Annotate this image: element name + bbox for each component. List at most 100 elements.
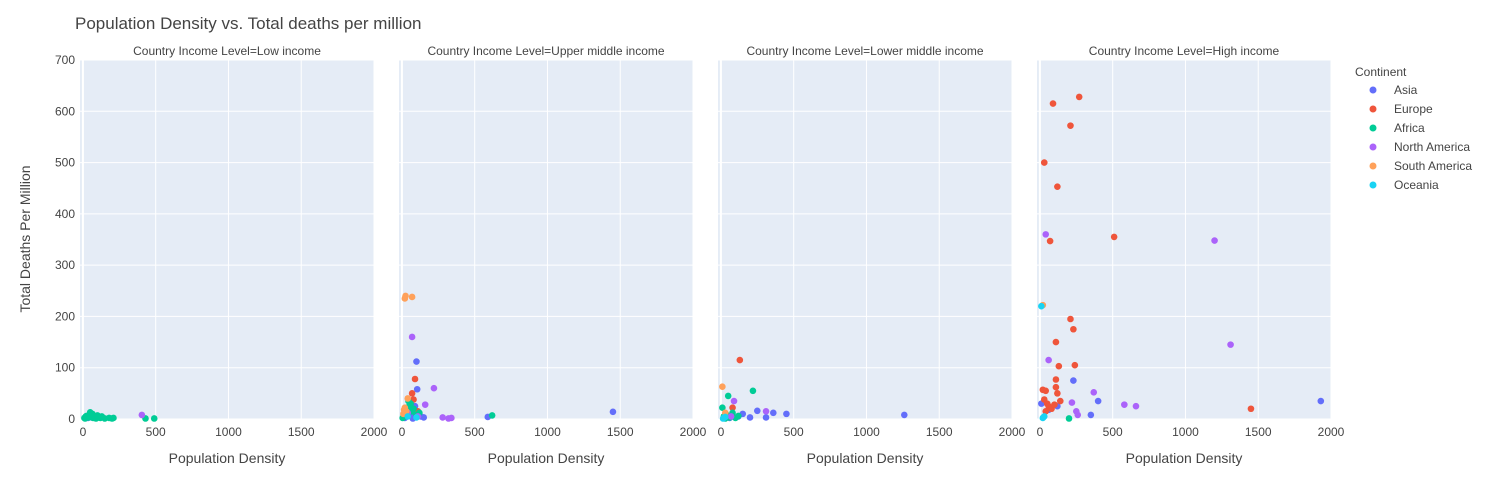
data-point[interactable]	[1247, 405, 1255, 413]
data-point[interactable]	[1052, 338, 1060, 346]
data-point[interactable]	[1054, 183, 1061, 190]
data-point[interactable]	[900, 411, 908, 419]
data-point[interactable]	[150, 415, 158, 422]
legend-item-oceania[interactable]: Oceania	[1369, 178, 1440, 192]
data-point[interactable]	[736, 356, 744, 364]
data-point[interactable]	[770, 409, 777, 417]
data-point[interactable]	[138, 411, 146, 419]
data-point[interactable]	[420, 414, 428, 421]
data-point[interactable]	[1121, 401, 1128, 408]
legend-label: South America	[1394, 159, 1472, 173]
data-point[interactable]	[1065, 415, 1073, 422]
data-point[interactable]	[448, 414, 455, 422]
data-point[interactable]	[421, 401, 429, 408]
data-point[interactable]	[1068, 399, 1076, 406]
plot-background	[718, 60, 1012, 419]
y-tick-label: 200	[55, 309, 75, 323]
x-tick-label: 2000	[680, 425, 707, 439]
x-tick-label: 0	[80, 425, 87, 439]
data-point[interactable]	[749, 387, 757, 395]
x-tick-label: 1500	[288, 425, 315, 439]
data-point[interactable]	[1227, 341, 1234, 348]
data-point[interactable]	[1067, 315, 1074, 323]
data-point[interactable]	[1038, 302, 1045, 310]
data-point[interactable]	[753, 407, 761, 415]
data-point[interactable]	[413, 385, 421, 393]
x-tick-label: 1000	[853, 425, 880, 439]
legend-item-north-america[interactable]: North America	[1369, 140, 1471, 154]
data-point[interactable]	[1317, 397, 1325, 405]
data-point[interactable]	[719, 404, 726, 412]
data-point[interactable]	[1075, 93, 1083, 101]
data-point[interactable]	[1132, 402, 1140, 410]
data-point[interactable]	[404, 413, 412, 420]
legend-item-africa[interactable]: Africa	[1369, 121, 1426, 135]
data-point[interactable]	[430, 384, 438, 392]
data-point[interactable]	[402, 292, 409, 300]
data-point[interactable]	[1052, 376, 1060, 383]
data-point[interactable]	[1074, 411, 1082, 419]
data-point[interactable]	[762, 414, 770, 421]
data-point[interactable]	[730, 397, 738, 405]
data-point[interactable]	[1211, 237, 1218, 244]
legend-item-europe[interactable]: Europe	[1369, 102, 1434, 116]
data-point[interactable]	[93, 413, 101, 420]
data-point[interactable]	[1039, 414, 1047, 422]
data-point[interactable]	[1045, 356, 1052, 364]
data-point[interactable]	[1042, 387, 1050, 395]
data-point[interactable]	[1071, 361, 1079, 369]
data-point[interactable]	[719, 383, 726, 390]
data-point[interactable]	[408, 333, 416, 341]
data-point[interactable]	[1067, 122, 1074, 129]
data-point[interactable]	[404, 395, 412, 402]
data-point[interactable]	[408, 390, 416, 397]
data-point[interactable]	[410, 405, 417, 413]
y-tick-label: 600	[55, 104, 75, 118]
data-point[interactable]	[488, 412, 496, 419]
data-point[interactable]	[729, 404, 736, 412]
data-point[interactable]	[735, 412, 742, 420]
data-point[interactable]	[110, 414, 117, 422]
facets: 0 500 1000 1500 2000 0 100 200 300 400 500 600 700 Co…	[55, 44, 1345, 466]
data-point[interactable]	[413, 358, 420, 365]
data-point[interactable]	[1051, 401, 1058, 408]
data-point[interactable]	[1054, 390, 1061, 397]
legend-title: Continent	[1355, 65, 1407, 79]
data-point[interactable]	[1052, 383, 1060, 391]
data-point[interactable]	[762, 408, 770, 415]
data-point[interactable]	[1040, 159, 1048, 166]
x-tick-label: 500	[465, 425, 485, 439]
data-point[interactable]	[1042, 408, 1050, 415]
x-tick-label: 500	[146, 425, 166, 439]
legend-item-south-america[interactable]: South America	[1369, 159, 1473, 173]
plot-background	[1037, 60, 1331, 419]
data-point[interactable]	[783, 410, 790, 418]
data-point[interactable]	[439, 414, 446, 421]
data-point[interactable]	[413, 414, 420, 421]
data-point[interactable]	[1046, 237, 1054, 245]
data-point[interactable]	[724, 392, 732, 400]
x-tick-label: 1000	[1172, 425, 1199, 439]
x-tick-label: 1500	[926, 425, 953, 439]
data-point[interactable]	[1090, 389, 1098, 396]
data-point[interactable]	[1042, 231, 1050, 238]
data-point[interactable]	[1070, 377, 1077, 384]
data-point[interactable]	[727, 413, 735, 420]
data-point[interactable]	[1049, 100, 1057, 107]
data-point[interactable]	[609, 408, 617, 416]
legend: Continent Asia Europe Africa North America S…	[1355, 65, 1472, 192]
legend-item-asia[interactable]: Asia	[1369, 83, 1418, 97]
data-point[interactable]	[411, 375, 419, 383]
x-tick-label: 2000	[999, 425, 1026, 439]
data-point[interactable]	[408, 293, 416, 301]
data-point[interactable]	[1055, 362, 1063, 370]
data-point[interactable]	[719, 415, 727, 422]
data-point[interactable]	[1094, 397, 1102, 405]
data-point[interactable]	[1087, 411, 1095, 419]
data-point[interactable]	[746, 414, 754, 421]
data-point[interactable]	[1056, 397, 1064, 405]
data-point[interactable]	[1070, 325, 1077, 333]
data-point[interactable]	[1110, 233, 1118, 241]
x-tick-label: 0	[1037, 425, 1044, 439]
